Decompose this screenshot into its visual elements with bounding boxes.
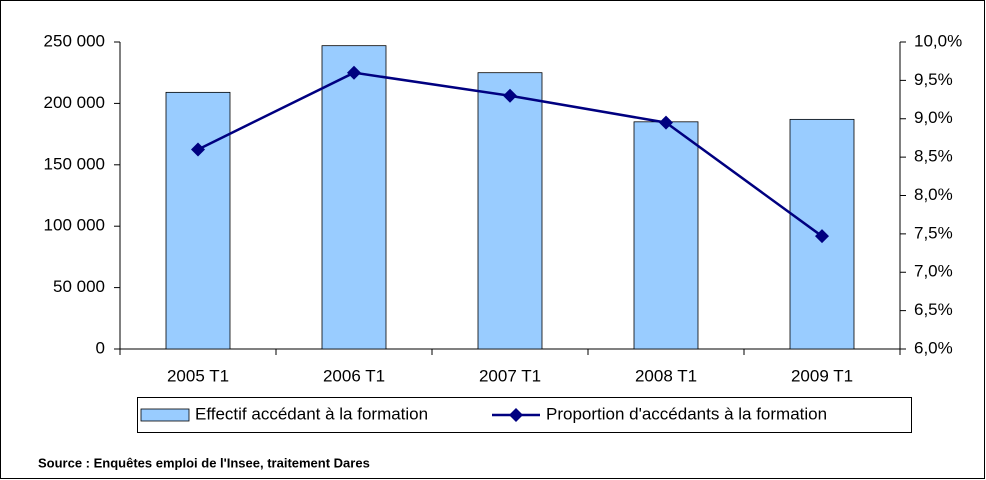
bar <box>477 72 543 350</box>
y-tick-label: 50 000 <box>53 277 105 296</box>
x-tick-label: 2006 T1 <box>323 366 385 385</box>
legend-swatch <box>140 408 190 422</box>
bar <box>165 91 231 350</box>
y-tick-label: 250 000 <box>44 31 105 50</box>
y-tick-label: 200 000 <box>44 93 105 112</box>
line-marker <box>659 115 673 130</box>
y-tick-label: 150 000 <box>44 154 105 173</box>
x-tick-label: 2005 T1 <box>167 366 229 385</box>
line-marker <box>503 88 517 103</box>
source-note: Source : Enquêtes emploi de l'Insee, tra… <box>38 455 370 470</box>
y2-tick-label: 6,0% <box>914 338 953 357</box>
x-tick-label: 2007 T1 <box>479 366 541 385</box>
x-tick-label: 2008 T1 <box>635 366 697 385</box>
line-marker <box>347 65 361 80</box>
x-tick-label: 2009 T1 <box>791 366 853 385</box>
y2-tick-label: 6,5% <box>914 300 953 319</box>
legend-label: Proportion d'accédants à la formation <box>546 404 827 423</box>
line-marker <box>815 229 829 244</box>
line-marker <box>191 142 205 157</box>
y-tick-label: 0 <box>96 338 105 357</box>
y2-tick-label: 10,0% <box>914 31 962 50</box>
y2-tick-label: 7,0% <box>914 262 953 281</box>
legend-label: Effectif accédant à la formation <box>195 404 428 423</box>
y2-tick-label: 8,0% <box>914 185 953 204</box>
legend-marker <box>509 408 523 422</box>
y2-tick-label: 9,0% <box>914 108 953 127</box>
y-tick-label: 100 000 <box>44 216 105 235</box>
bar <box>321 45 387 350</box>
bar <box>633 121 699 350</box>
y2-tick-label: 9,5% <box>914 70 953 89</box>
y2-tick-label: 7,5% <box>914 223 953 242</box>
y2-tick-label: 8,5% <box>914 147 953 166</box>
